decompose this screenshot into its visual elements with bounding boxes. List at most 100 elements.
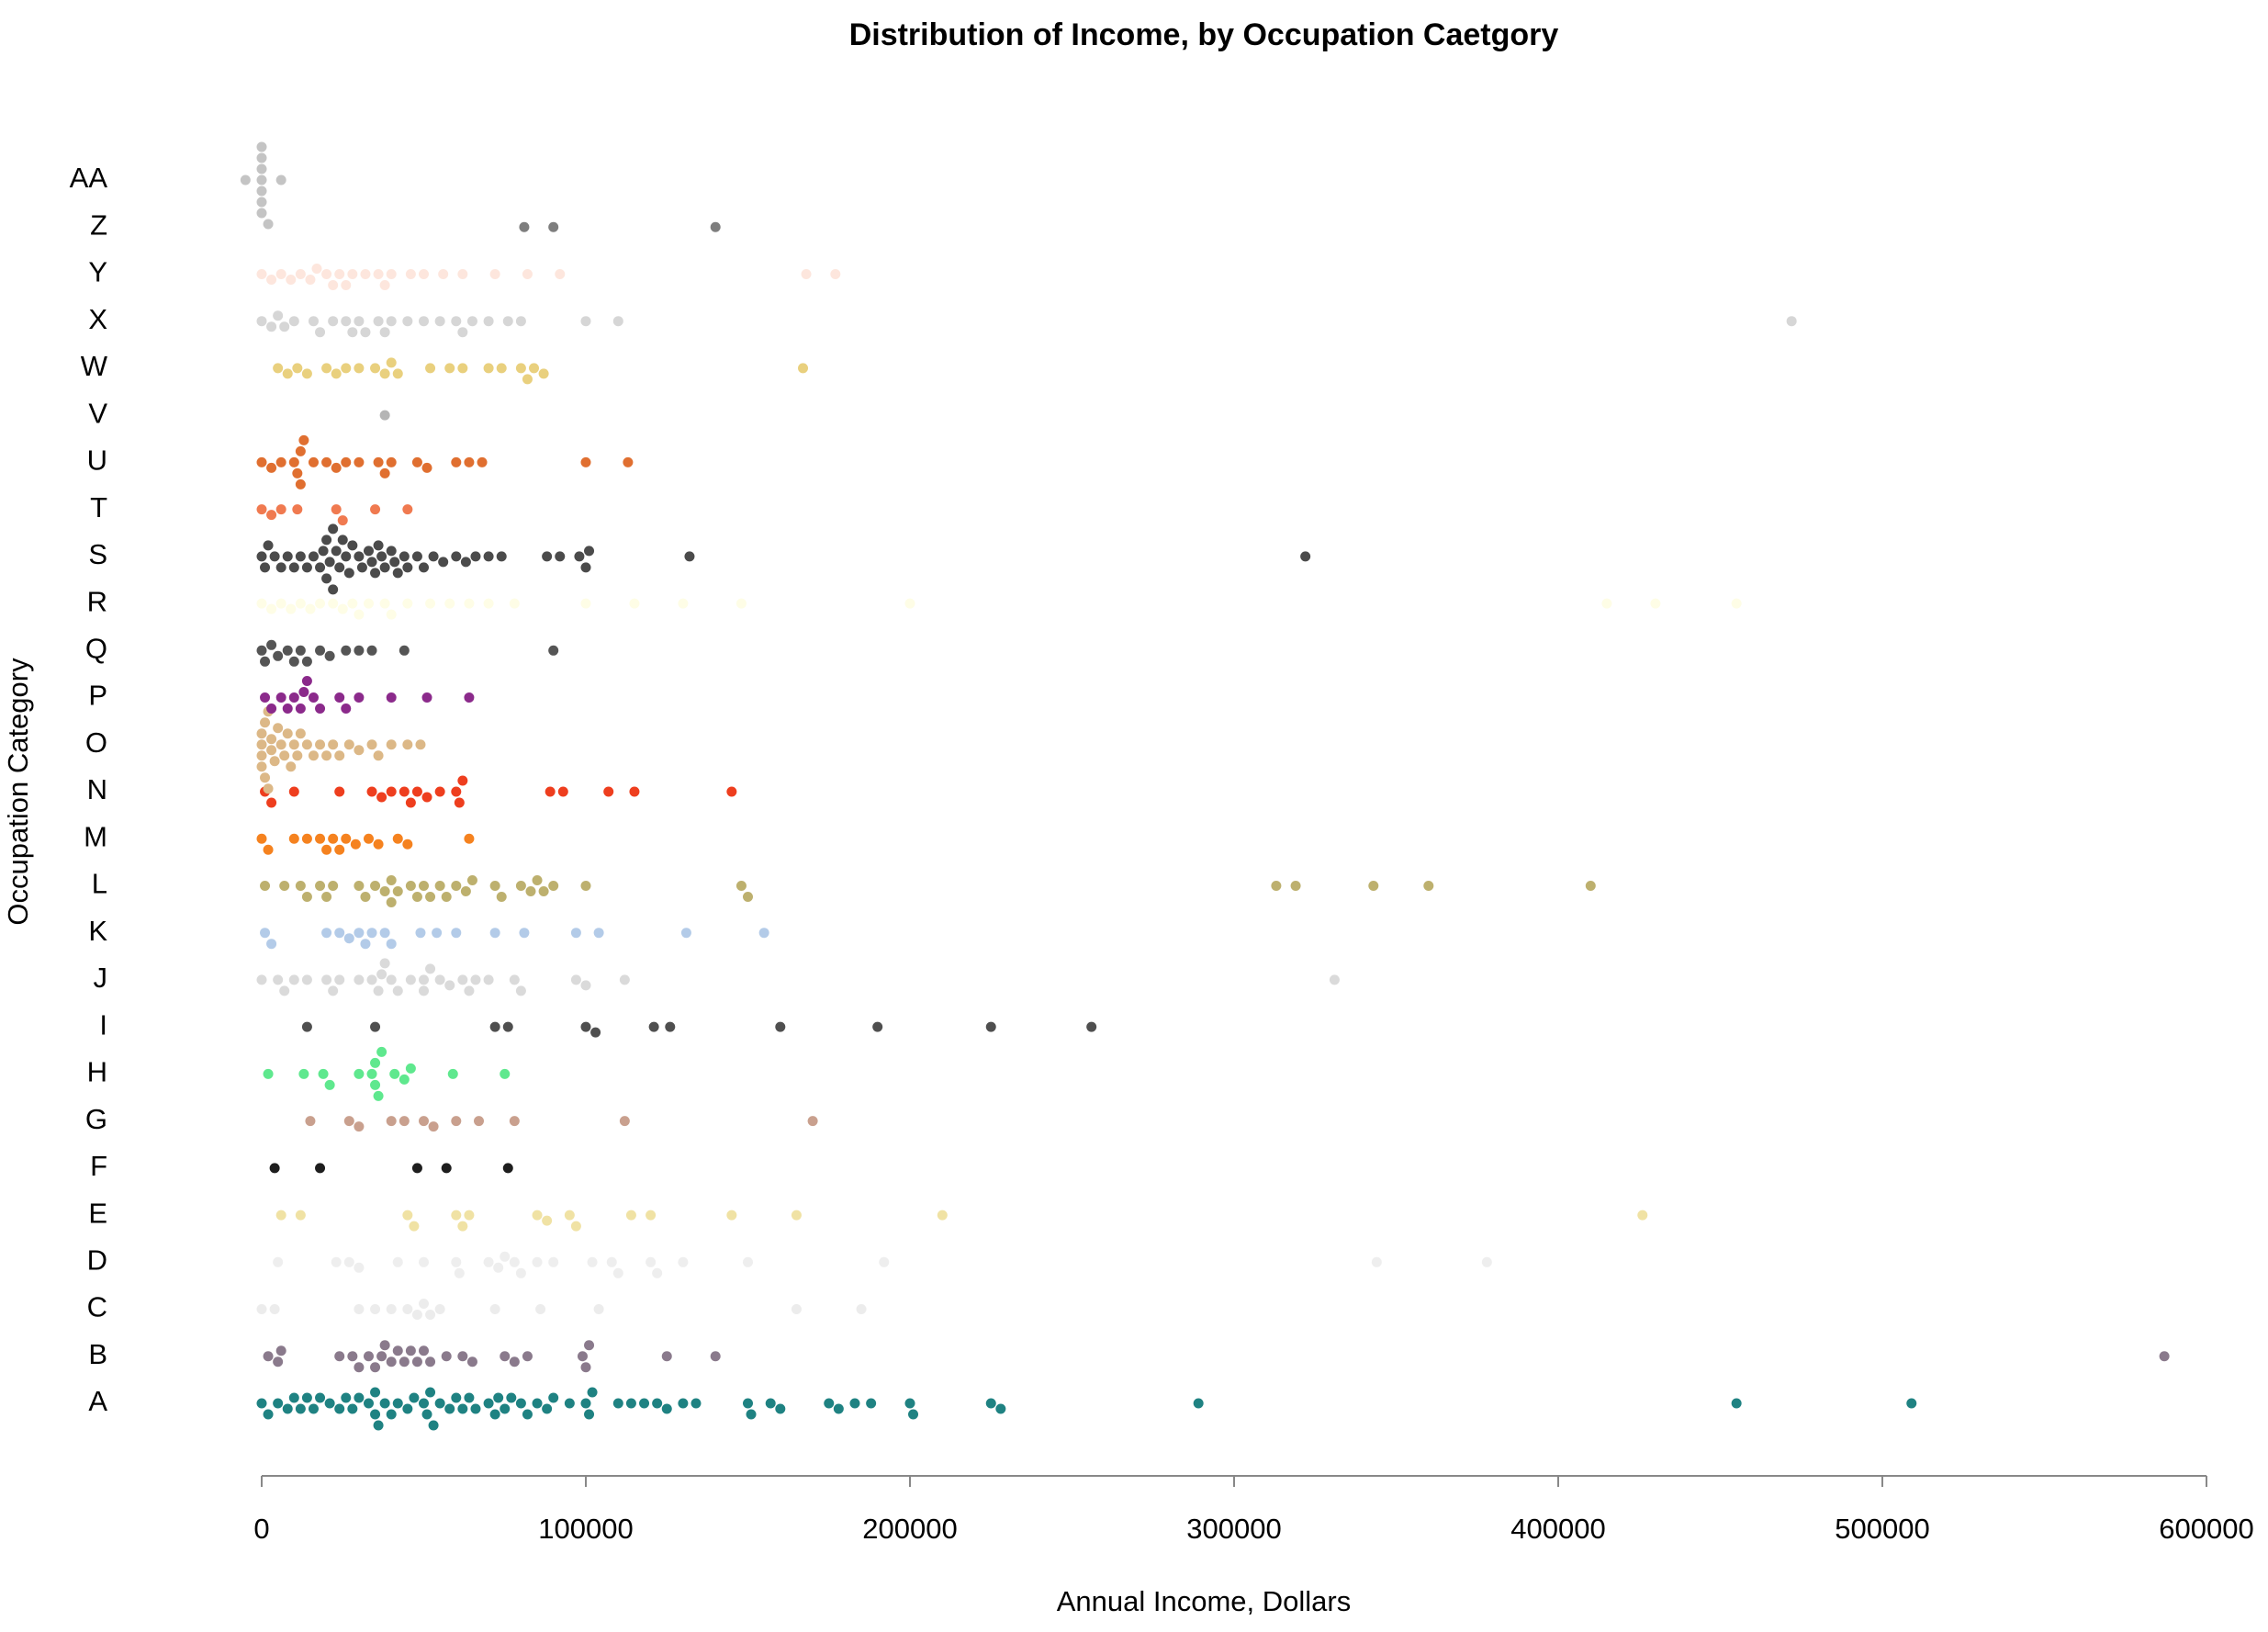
- data-point: [308, 456, 319, 467]
- data-point: [451, 1116, 462, 1127]
- data-point: [678, 1398, 689, 1409]
- data-point: [457, 974, 468, 985]
- data-point: [457, 1221, 468, 1232]
- data-point: [363, 1398, 374, 1409]
- data-point: [691, 1398, 702, 1409]
- y-tick-label: AA: [70, 162, 108, 194]
- data-point: [288, 786, 299, 797]
- data-point: [273, 974, 284, 985]
- data-point: [337, 603, 348, 614]
- data-point: [324, 1079, 335, 1090]
- data-point: [464, 1210, 475, 1221]
- data-point: [1193, 1398, 1204, 1409]
- data-point: [315, 1163, 326, 1174]
- data-point: [529, 363, 540, 374]
- data-point: [457, 775, 468, 786]
- data-point: [275, 692, 286, 703]
- y-tick-label: L: [92, 868, 107, 900]
- data-point: [263, 1351, 274, 1362]
- x-tick-label: 500000: [1835, 1513, 1929, 1545]
- data-point: [301, 562, 312, 573]
- data-point: [328, 279, 339, 290]
- data-point: [341, 703, 352, 715]
- data-point: [321, 456, 332, 467]
- data-point: [509, 1256, 520, 1267]
- data-point: [286, 603, 297, 614]
- data-point: [328, 523, 339, 535]
- data-point: [354, 316, 365, 327]
- data-point: [405, 880, 416, 891]
- data-point: [376, 1046, 387, 1057]
- data-point: [260, 717, 271, 728]
- data-point: [275, 739, 286, 750]
- data-point: [379, 958, 390, 969]
- data-point: [321, 891, 332, 902]
- data-point: [386, 456, 397, 467]
- data-point: [457, 327, 468, 338]
- data-point: [370, 504, 381, 515]
- data-point: [273, 1398, 284, 1409]
- data-point: [354, 1262, 365, 1273]
- data-point: [402, 1304, 413, 1315]
- y-tick-label: X: [88, 303, 107, 335]
- data-point: [684, 551, 695, 562]
- data-point: [1731, 598, 1742, 609]
- data-point: [402, 562, 413, 573]
- data-point: [593, 928, 604, 939]
- data-point: [454, 1267, 465, 1278]
- data-point: [334, 974, 345, 985]
- data-point: [619, 974, 630, 985]
- data-point: [483, 1256, 494, 1267]
- data-point: [421, 792, 432, 803]
- data-point: [279, 985, 290, 996]
- data-point: [295, 598, 306, 609]
- data-point: [735, 598, 747, 609]
- data-point: [311, 263, 322, 274]
- data-point: [315, 598, 326, 609]
- data-point: [366, 739, 377, 750]
- data-point: [275, 174, 286, 186]
- data-point: [557, 786, 568, 797]
- data-point: [315, 1392, 326, 1403]
- data-point: [525, 885, 536, 896]
- data-point: [405, 797, 416, 808]
- data-point: [648, 1021, 659, 1032]
- data-point: [775, 1403, 786, 1414]
- data-point: [564, 1398, 575, 1409]
- data-point: [373, 750, 384, 761]
- data-point: [354, 928, 365, 939]
- data-point: [386, 1304, 397, 1315]
- data-point: [419, 1116, 429, 1127]
- data-point: [464, 456, 475, 467]
- data-point: [908, 1409, 919, 1420]
- data-point: [288, 456, 299, 467]
- data-point: [301, 891, 312, 902]
- data-point: [266, 462, 277, 473]
- data-point: [515, 1398, 526, 1409]
- y-tick-label: S: [88, 538, 107, 570]
- data-point: [269, 756, 280, 767]
- data-point: [256, 268, 267, 279]
- data-point: [282, 551, 293, 562]
- data-point: [419, 562, 429, 573]
- data-point: [343, 933, 354, 944]
- data-point: [275, 1345, 286, 1356]
- data-point: [266, 797, 277, 808]
- data-point: [457, 1403, 468, 1414]
- data-point: [392, 885, 403, 896]
- data-point: [434, 974, 445, 985]
- data-point: [402, 316, 413, 327]
- data-point: [833, 1403, 844, 1414]
- data-point: [457, 268, 468, 279]
- data-point: [606, 1256, 617, 1267]
- data-point: [321, 573, 332, 584]
- data-point: [1086, 1021, 1097, 1032]
- data-point: [341, 645, 352, 656]
- data-point: [321, 928, 332, 939]
- data-point: [584, 546, 595, 557]
- data-point: [295, 478, 306, 490]
- data-point: [354, 692, 365, 703]
- data-point: [373, 316, 384, 327]
- data-point: [279, 880, 290, 891]
- data-point: [354, 745, 365, 756]
